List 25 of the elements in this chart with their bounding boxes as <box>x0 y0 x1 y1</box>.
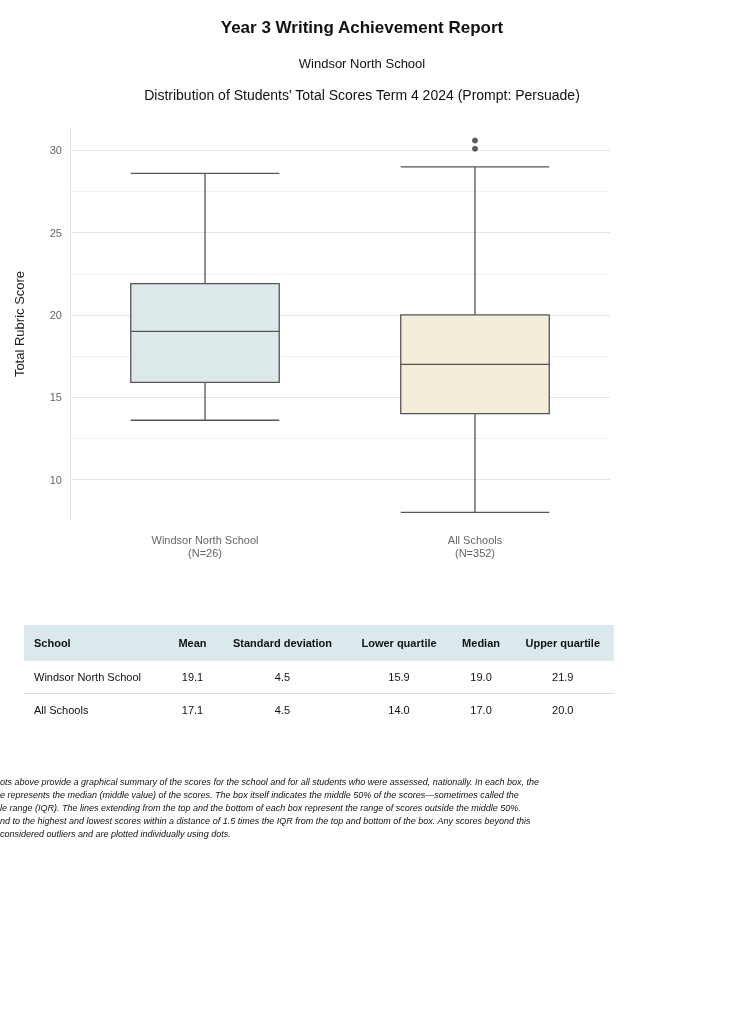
y-tick-label: 10 <box>49 473 62 486</box>
data-label: 4.5 <box>273 703 292 718</box>
data-label: 19.1 <box>180 670 205 685</box>
table-header: School Mean Standard deviation Lower quartile Median Upper quartile <box>24 625 614 661</box>
category-label: All Schools <box>33 703 90 718</box>
data-label: 17.1 <box>180 703 205 718</box>
y-tick-label: 30 <box>49 144 62 157</box>
data-label: 15.9 <box>387 670 411 685</box>
y-tick-label: 15 <box>49 391 62 404</box>
x-tick-label: Windsor North School (N=26) <box>151 533 259 559</box>
category-label: Windsor North School <box>33 670 142 685</box>
data-label: 21.9 <box>551 670 575 685</box>
text: ots above provide a graphical summary of the scores for the school and for all students who were assessed, nationally. In each box, the e represents the median (middle value) of the scores. The box itself indicates the middle 50% of the scores—sometimes called the le range (IQR). The lines extending from the top and the bottom of each box represent the range of scores outside the middle 50%. nd to the highest and lowest scores within a distance of 1.5 times the IQR from the top and bottom of the box. Any scores beyond this considered outliers and are plotted individually using dots. <box>0 776 541 841</box>
y-axis-title: Total Rubric Score <box>12 270 27 378</box>
y-tick-label: 25 <box>49 226 62 239</box>
chart-title: Year 3 Writing Achievement Report <box>219 18 505 38</box>
chart-subtitle: Windsor North School <box>297 56 427 71</box>
data-label: 20.0 <box>551 703 575 718</box>
text: Distribution of Students' Total Scores Term 4 2024 (Prompt: Persuade) <box>143 87 581 103</box>
data-label: 17.0 <box>469 703 493 718</box>
data-label: 14.0 <box>387 703 411 718</box>
x-tick-label: All Schools (N=352) <box>447 533 503 559</box>
y-tick-label: 20 <box>49 308 62 321</box>
data-label: 19.0 <box>469 670 493 685</box>
data-label: 4.5 <box>273 670 292 685</box>
